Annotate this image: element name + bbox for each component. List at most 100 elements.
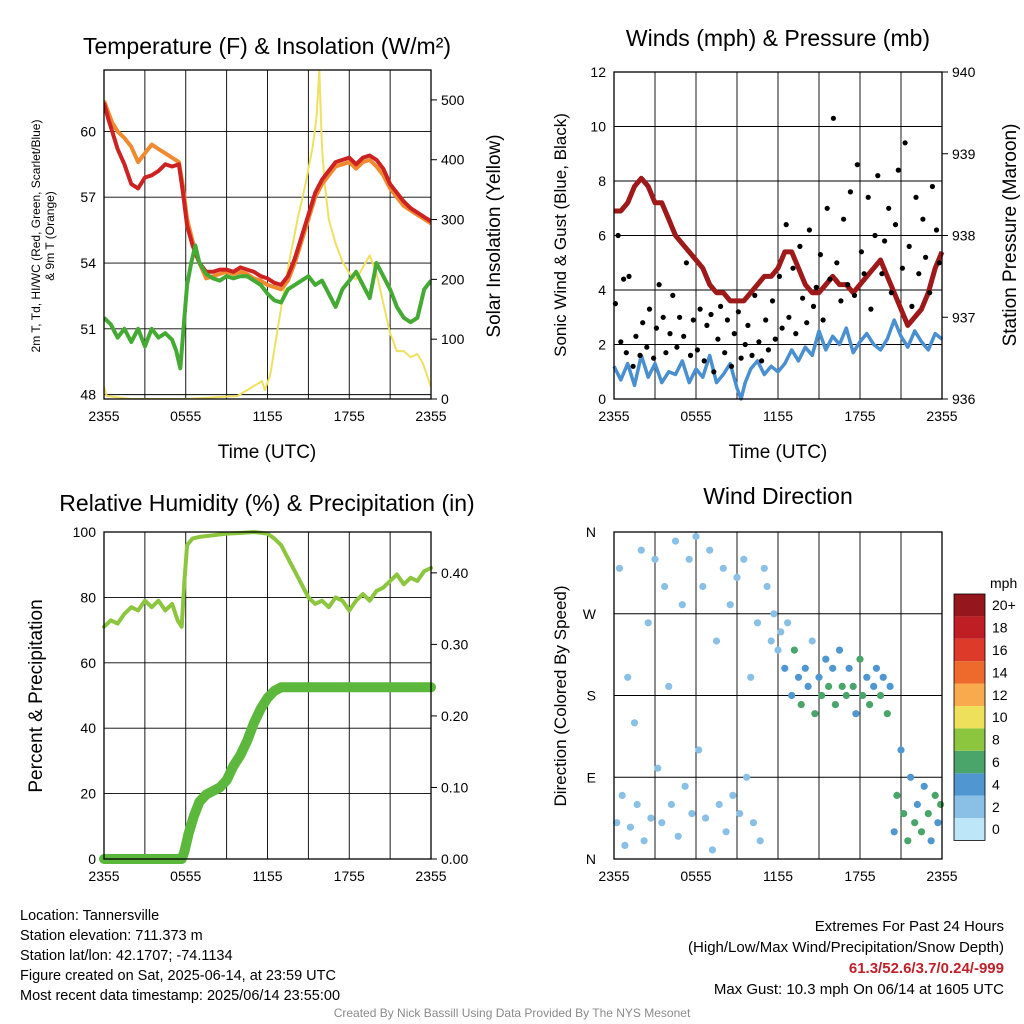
station-info: Location: Tannersville Station elevation… bbox=[20, 906, 340, 1006]
gust-point bbox=[786, 314, 792, 320]
wind-xtick-label: 0555 bbox=[680, 408, 711, 424]
direction-point bbox=[870, 682, 878, 691]
direction-point bbox=[822, 655, 830, 663]
legend-swatch bbox=[954, 818, 985, 841]
rh-ylabel: Percent & Precipitation bbox=[26, 599, 47, 792]
gust-point bbox=[820, 317, 826, 323]
gust-point bbox=[772, 336, 778, 342]
gust-point bbox=[906, 243, 912, 249]
direction-point bbox=[815, 673, 823, 681]
direction-point bbox=[934, 819, 942, 827]
direction-point bbox=[781, 664, 789, 672]
direction-point bbox=[937, 800, 945, 809]
direction-point bbox=[695, 746, 703, 754]
dir-ytick-label: S bbox=[587, 688, 596, 704]
legend-swatch bbox=[954, 661, 985, 684]
temp-series-green bbox=[104, 243, 431, 371]
temp-y2tick-label: 500 bbox=[441, 92, 465, 108]
extremes-values: 61.3/52.6/3.7/0.24/-999 bbox=[848, 960, 1004, 977]
direction-point bbox=[808, 637, 816, 645]
direction-point bbox=[685, 555, 693, 563]
direction-point bbox=[774, 646, 782, 654]
direction-point bbox=[890, 828, 898, 836]
dir-xtick-label: 2355 bbox=[926, 868, 957, 884]
direction-point bbox=[637, 546, 645, 554]
direction-point bbox=[674, 832, 682, 840]
gust-point bbox=[718, 303, 724, 309]
gust-point bbox=[879, 271, 885, 277]
gust-point bbox=[851, 292, 858, 298]
temp-y2tick-label: 0 bbox=[441, 391, 449, 407]
direction-point bbox=[913, 800, 922, 809]
rh-xtick-label: 1155 bbox=[252, 868, 282, 884]
temp-ytick-label: 54 bbox=[80, 255, 96, 271]
direction-point bbox=[740, 555, 748, 563]
wind-xlabel: Time (UTC) bbox=[729, 442, 828, 463]
direction-point bbox=[859, 691, 867, 700]
gust-point bbox=[824, 205, 830, 211]
direction-point bbox=[829, 664, 837, 672]
gust-point bbox=[899, 265, 906, 271]
gust-point bbox=[927, 290, 933, 296]
direction-point bbox=[702, 814, 710, 822]
legend-border bbox=[953, 593, 986, 841]
credit-line: Created By Nick Bassill Using Data Provi… bbox=[333, 1006, 691, 1020]
direction-point bbox=[671, 537, 680, 545]
direction-point bbox=[644, 619, 652, 627]
legend-swatch bbox=[954, 795, 985, 818]
gust-point bbox=[670, 292, 676, 298]
legend-title: mph bbox=[990, 575, 1017, 591]
direction-panel: Wind Direction Direction (Colored By Spe… bbox=[551, 483, 1017, 884]
gust-point bbox=[674, 344, 680, 350]
gust-point bbox=[646, 306, 653, 312]
direction-point bbox=[856, 655, 864, 663]
gust-point bbox=[667, 331, 673, 337]
temp-series-red bbox=[104, 102, 431, 287]
wind-xtick-label: 1155 bbox=[763, 408, 793, 424]
temp-y2tick-label: 100 bbox=[441, 331, 465, 347]
gust-point bbox=[756, 339, 762, 345]
temp-series-orange bbox=[104, 100, 431, 292]
dir-ylabel: Direction (Colored By Speed) bbox=[551, 585, 570, 806]
dir-ytick-label: N bbox=[586, 851, 596, 867]
legend-label: 2 bbox=[992, 799, 1000, 815]
gust-point bbox=[813, 284, 819, 290]
dir-xtick-label: 1755 bbox=[844, 868, 875, 884]
direction-point bbox=[801, 664, 809, 672]
gust-point bbox=[929, 183, 936, 190]
direction-point bbox=[743, 773, 751, 781]
gust-point bbox=[913, 194, 919, 200]
legend-swatch bbox=[954, 594, 985, 617]
direction-point bbox=[640, 837, 648, 845]
gust-point bbox=[752, 292, 758, 298]
direction-point bbox=[726, 601, 734, 609]
direction-point bbox=[917, 828, 926, 836]
extremes-subtitle: (High/Low/Max Wind/Precipitation/Snow De… bbox=[688, 939, 1004, 956]
legend-swatch bbox=[954, 706, 985, 729]
temp-y2tick-label: 300 bbox=[441, 212, 465, 228]
extremes-box: Extremes For Past 24 Hours (High/Low/Max… bbox=[688, 916, 1004, 1000]
gust-point bbox=[909, 303, 915, 309]
direction-point bbox=[897, 746, 905, 754]
gust-point bbox=[834, 260, 840, 266]
rh-ytick-label: 80 bbox=[80, 589, 96, 605]
direction-point bbox=[767, 637, 775, 645]
temp-y2tick-label: 400 bbox=[441, 152, 465, 168]
direction-point bbox=[719, 564, 727, 572]
gust-point bbox=[745, 322, 751, 328]
direction-point bbox=[866, 701, 874, 709]
wind-y2tick-label: 940 bbox=[952, 64, 976, 80]
legend-swatch bbox=[954, 683, 985, 706]
gust-point bbox=[847, 189, 854, 195]
direction-point bbox=[911, 819, 919, 827]
direction-point bbox=[770, 610, 778, 618]
gust-point bbox=[830, 115, 837, 121]
gust-point bbox=[933, 227, 940, 233]
gust-point bbox=[728, 363, 735, 369]
gust-point bbox=[621, 276, 627, 282]
gust-point bbox=[841, 216, 847, 222]
direction-point bbox=[931, 791, 939, 800]
rh-xtick-label: 2355 bbox=[415, 868, 446, 884]
